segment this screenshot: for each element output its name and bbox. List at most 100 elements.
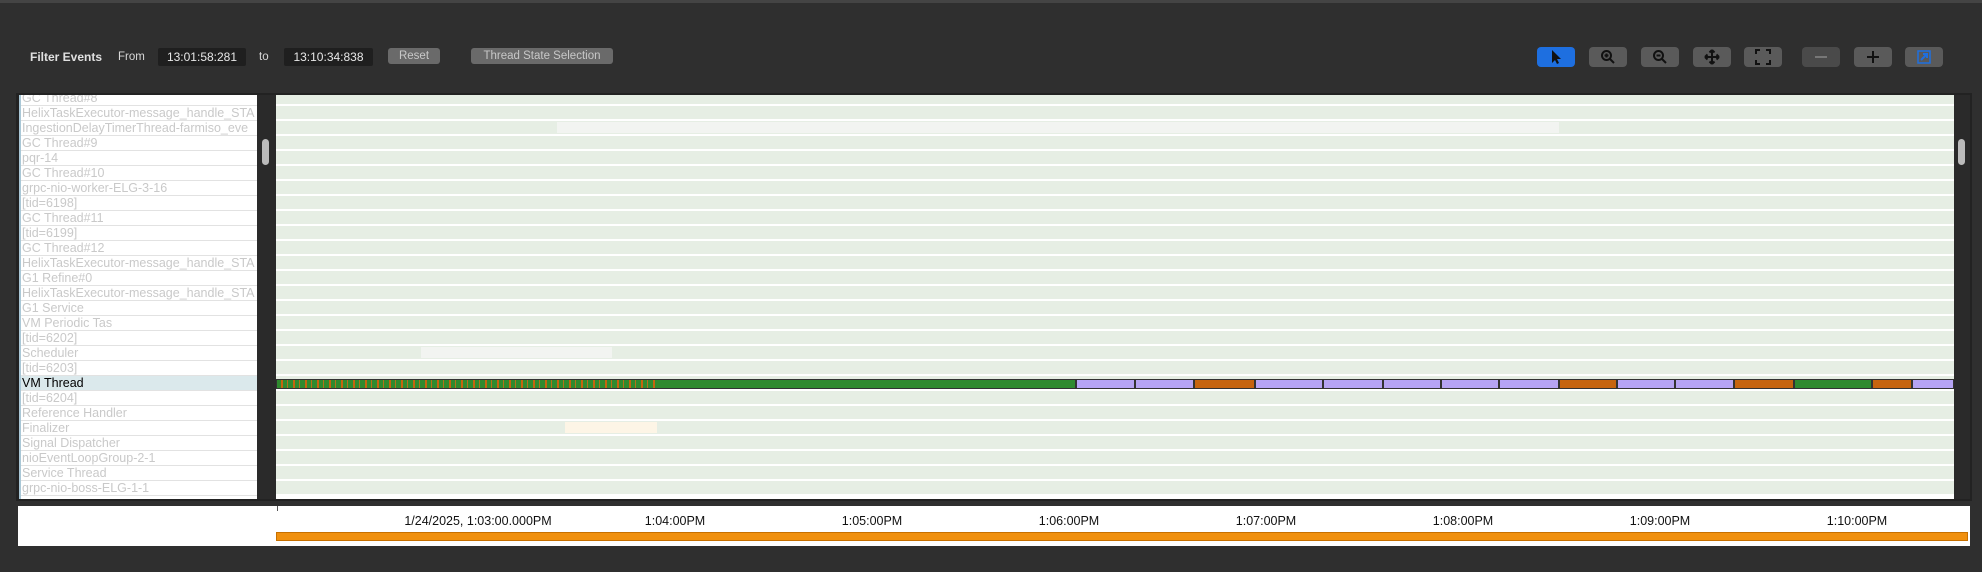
timeline-lane[interactable]	[276, 346, 1954, 361]
time-tick-label: 1:10:00PM	[1826, 514, 1888, 528]
timeline-scrollbar[interactable]	[1954, 95, 1970, 499]
thread-label[interactable]: GC Thread#8	[21, 95, 257, 106]
thread-label[interactable]: [tid=6204]	[21, 391, 257, 406]
timeline-lane[interactable]	[276, 301, 1954, 316]
collapse-tool[interactable]	[1802, 47, 1840, 67]
expand-tool[interactable]	[1854, 47, 1892, 67]
timeline-lane[interactable]	[276, 481, 1954, 496]
timeline-lane[interactable]	[276, 391, 1954, 406]
activity-patch	[565, 422, 657, 433]
timeline-lane[interactable]	[276, 151, 1954, 166]
timeline-lane[interactable]	[276, 136, 1954, 151]
timeline-lane[interactable]	[276, 361, 1954, 376]
state-waiting[interactable]	[1135, 379, 1194, 389]
state-blocked[interactable]	[1872, 379, 1912, 389]
timeline-lane[interactable]	[276, 271, 1954, 286]
thread-label[interactable]: [tid=6202]	[21, 331, 257, 346]
thread-label[interactable]: [tid=6199]	[21, 226, 257, 241]
thread-label[interactable]: G1 Service	[21, 301, 257, 316]
from-input[interactable]: 13:01:58:281	[158, 48, 246, 66]
state-waiting[interactable]	[1617, 379, 1675, 389]
thread-label[interactable]: VM Thread	[21, 376, 257, 391]
export-tool[interactable]	[1905, 47, 1943, 67]
thread-label[interactable]: HelixTaskExecutor-message_handle_STA	[21, 286, 257, 301]
timeline-lane[interactable]	[276, 95, 1954, 106]
thread-label[interactable]: [tid=6198]	[21, 196, 257, 211]
timeline-lane[interactable]	[276, 241, 1954, 256]
time-tick-label: 1:04:00PM	[644, 514, 706, 528]
state-waiting[interactable]	[1255, 379, 1323, 389]
zoom-out-tool[interactable]	[1641, 47, 1679, 67]
select-tool[interactable]	[1537, 47, 1575, 67]
minus-icon	[1815, 56, 1827, 58]
timeline-lane[interactable]	[276, 256, 1954, 271]
thread-label[interactable]: HelixTaskExecutor-message_handle_STA	[21, 256, 257, 271]
state-blocked[interactable]	[1559, 379, 1617, 389]
state-blocked[interactable]	[1734, 379, 1794, 389]
thread-label[interactable]: Scheduler	[21, 346, 257, 361]
timeline-lane[interactable]	[276, 421, 1954, 436]
state-waiting[interactable]	[1323, 379, 1383, 389]
state-waiting[interactable]	[1441, 379, 1499, 389]
state-waiting[interactable]	[1076, 379, 1135, 389]
thread-label[interactable]: Service Thread	[21, 466, 257, 481]
time-tick-label: 1:09:00PM	[1629, 514, 1691, 528]
activity-patch	[557, 122, 1559, 133]
state-running[interactable]	[1794, 379, 1872, 389]
timeline-lane[interactable]	[276, 316, 1954, 331]
zoom-in-tool[interactable]	[1589, 47, 1627, 67]
filter-title: Filter Events	[30, 50, 103, 64]
thread-label[interactable]: pqr-14	[21, 151, 257, 166]
window-edge	[0, 0, 1982, 3]
timeline-lane[interactable]	[276, 211, 1954, 226]
thread-label[interactable]: [tid=6203]	[21, 361, 257, 376]
scroll-thumb[interactable]	[262, 139, 269, 165]
thread-label[interactable]: Finalizer	[21, 421, 257, 436]
thread-label[interactable]: grpc-nio-boss-ELG-1-1	[21, 481, 257, 496]
time-tick-label: 1:06:00PM	[1038, 514, 1100, 528]
timeline-lane[interactable]	[276, 331, 1954, 346]
thread-label[interactable]: Signal Dispatcher	[21, 436, 257, 451]
timeline-lane[interactable]	[276, 451, 1954, 466]
thread-label[interactable]: GC Thread#10	[21, 166, 257, 181]
thread-label[interactable]: IngestionDelayTimerThread-farmiso_eve	[21, 121, 257, 136]
from-label: From	[118, 51, 145, 63]
state-waiting[interactable]	[1383, 379, 1441, 389]
thread-label[interactable]: GC Thread#9	[21, 136, 257, 151]
thread-label[interactable]: grpc-nio-worker-ELG-3-16	[21, 181, 257, 196]
timeline-lane[interactable]	[276, 436, 1954, 451]
scroll-thumb[interactable]	[1958, 139, 1965, 165]
thread-label[interactable]: nioEventLoopGroup-2-1	[21, 451, 257, 466]
thread-label[interactable]: G1 Refine#0	[21, 271, 257, 286]
to-input[interactable]: 13:10:34:838	[284, 48, 373, 66]
range-bar[interactable]	[276, 532, 1968, 541]
time-tick-label: 1/24/2025, 1:03:00.000PM	[404, 514, 552, 528]
thread-label[interactable]: VM Periodic Tas	[21, 316, 257, 331]
timeline-lane[interactable]	[276, 166, 1954, 181]
timeline-lane[interactable]	[276, 181, 1954, 196]
thread-label[interactable]: GC Thread#12	[21, 241, 257, 256]
thread-label[interactable]: HelixTaskExecutor-message_handle_STA	[21, 106, 257, 121]
timeline-lane[interactable]	[276, 226, 1954, 241]
time-tick-label: 1:05:00PM	[841, 514, 903, 528]
state-blocked[interactable]	[1194, 379, 1255, 389]
thread-state-button[interactable]: Thread State Selection	[471, 48, 613, 64]
state-waiting[interactable]	[1499, 379, 1559, 389]
timeline-lane[interactable]	[276, 406, 1954, 421]
to-label: to	[259, 51, 269, 63]
timeline-lane[interactable]	[276, 106, 1954, 121]
zoom-in-icon	[1601, 50, 1615, 64]
thread-label[interactable]: GC Thread#11	[21, 211, 257, 226]
timeline	[276, 95, 1954, 499]
state-waiting[interactable]	[1912, 379, 1954, 389]
timeline-lane[interactable]	[276, 196, 1954, 211]
thread-label[interactable]: Reference Handler	[21, 406, 257, 421]
timeline-lane[interactable]	[276, 286, 1954, 301]
state-waiting[interactable]	[1675, 379, 1734, 389]
list-scrollbar[interactable]	[257, 95, 276, 499]
pan-tool[interactable]	[1693, 47, 1731, 67]
reset-button[interactable]: Reset	[388, 48, 440, 64]
fit-tool[interactable]	[1744, 47, 1782, 67]
timeline-lane[interactable]	[276, 466, 1954, 481]
